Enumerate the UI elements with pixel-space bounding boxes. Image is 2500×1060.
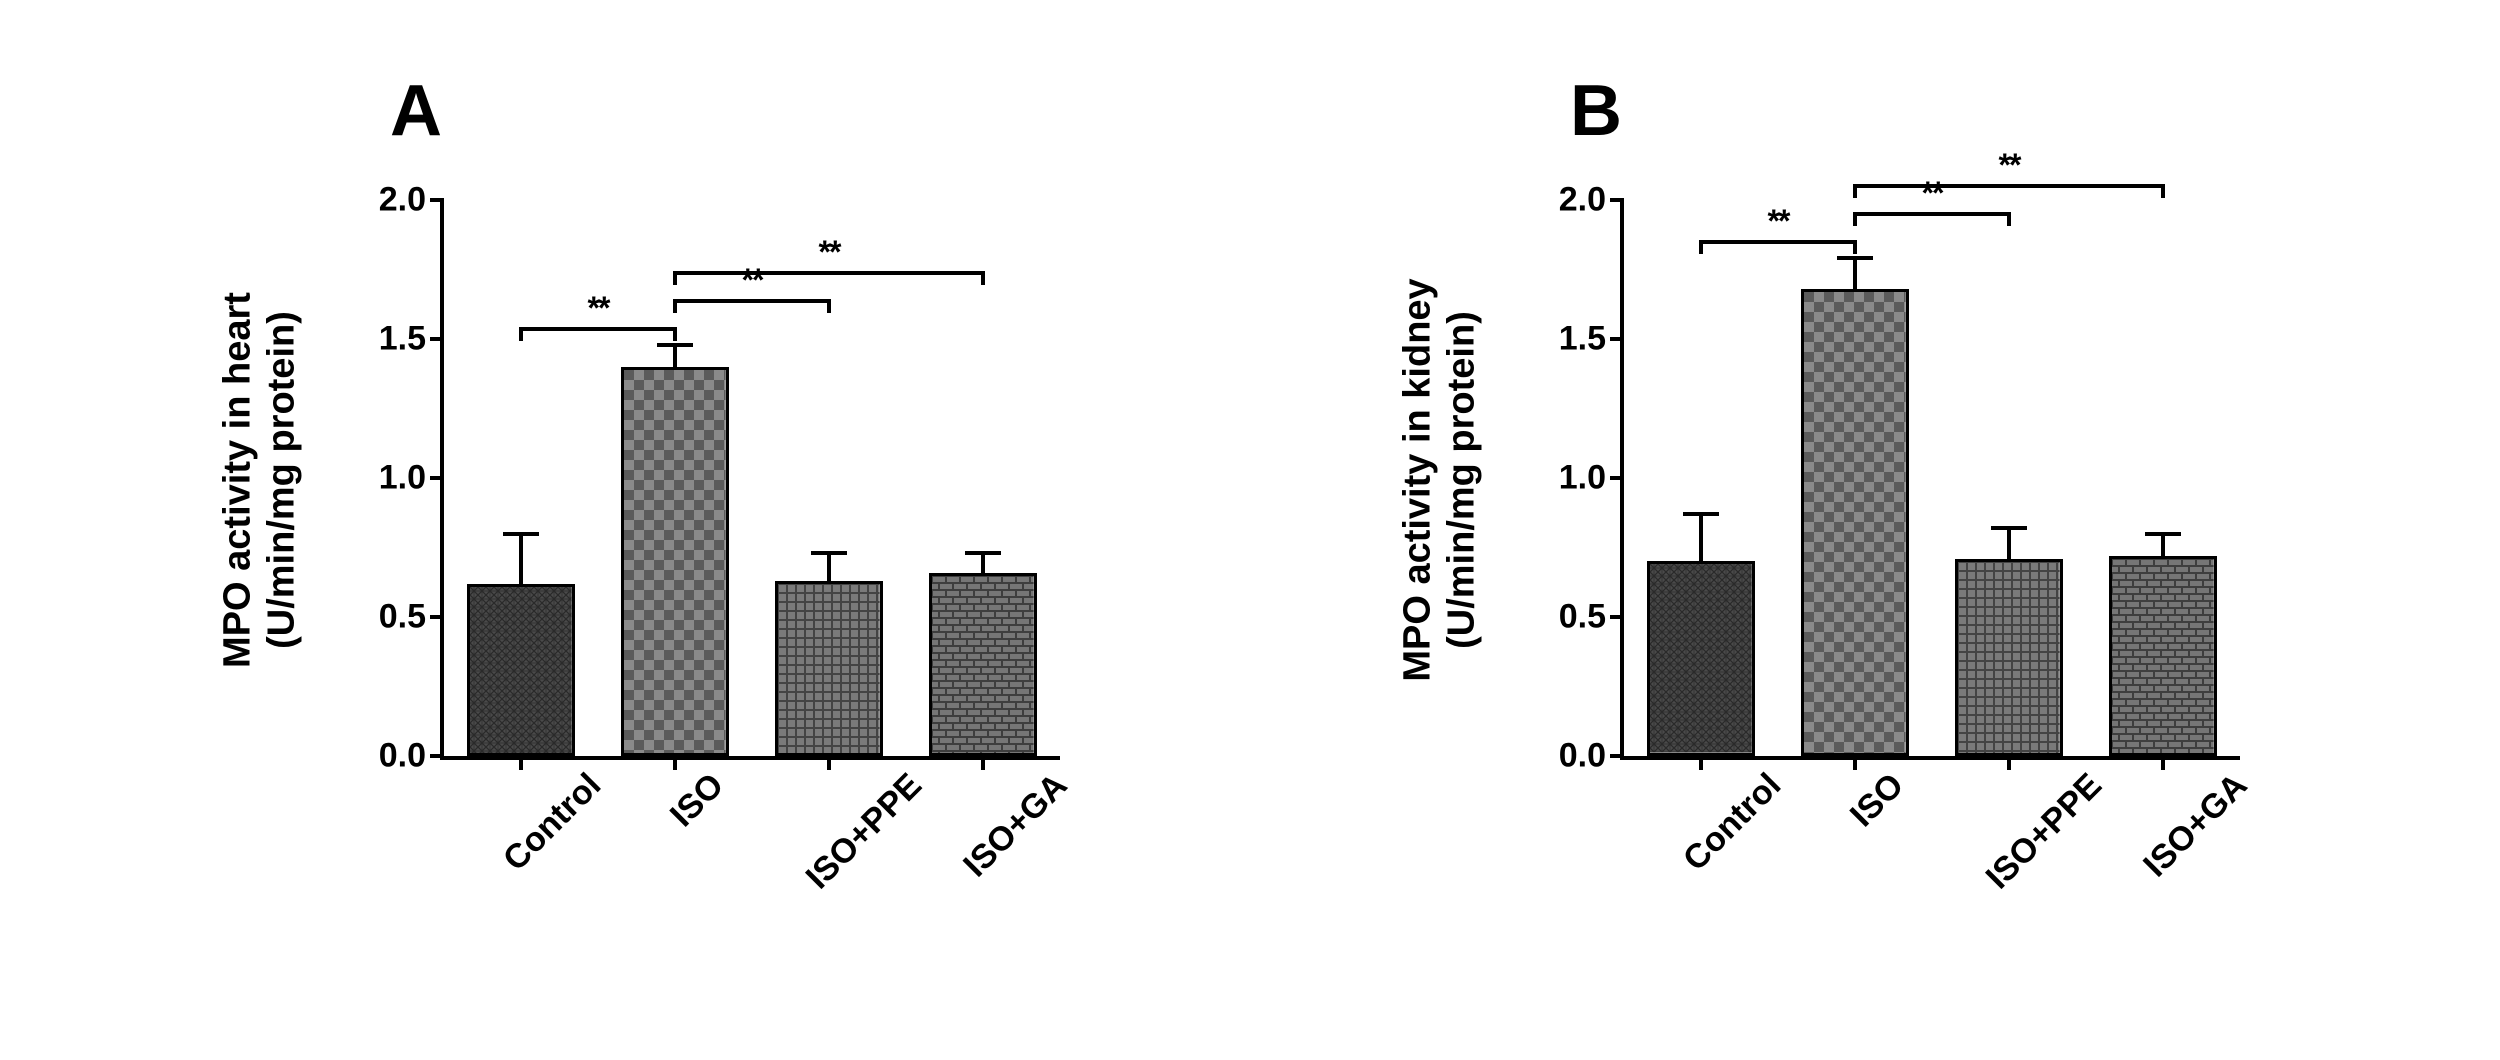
y-tick xyxy=(430,754,444,758)
bar xyxy=(1647,561,1755,756)
significance-bracket-leg xyxy=(1853,212,1857,226)
y-tick xyxy=(1610,337,1624,341)
x-tick xyxy=(519,756,523,770)
y-tick xyxy=(430,337,444,341)
y-tick xyxy=(1610,476,1624,480)
y-tick-label: 0.0 xyxy=(379,737,426,776)
x-tick xyxy=(2161,756,2165,770)
x-tick-label: ISO xyxy=(1843,766,1912,835)
y-tick xyxy=(430,476,444,480)
significance-bracket xyxy=(521,327,675,331)
panel-b-label: B xyxy=(1570,70,1622,152)
significance-bracket xyxy=(1855,212,2009,216)
x-tick-label: ISO xyxy=(663,766,732,835)
errorbar-cap xyxy=(1683,512,1719,516)
significance-bracket-leg xyxy=(1853,184,1857,198)
y-tick-label: 0.5 xyxy=(379,598,426,637)
significance-bracket-leg xyxy=(673,271,677,285)
errorbar-cap xyxy=(1991,526,2027,530)
bar xyxy=(621,367,729,756)
errorbar-stem xyxy=(2007,528,2011,559)
x-tick-label: Control xyxy=(496,766,609,879)
y-tick-label: 2.0 xyxy=(1559,181,1606,220)
errorbar-stem xyxy=(981,553,985,572)
significance-bracket xyxy=(1701,240,1855,244)
panel-a: A MPO activity in heart (U/min/mg protei… xyxy=(210,40,1110,1020)
x-tick-label: ISO+GA xyxy=(2136,766,2255,885)
ylabel-line2: (U/min/mg protein) xyxy=(260,292,304,668)
panel-a-label: A xyxy=(390,70,442,152)
errorbar-cap xyxy=(811,551,847,555)
y-tick xyxy=(430,615,444,619)
significance-bracket-leg xyxy=(981,271,985,285)
x-tick-label: ISO+GA xyxy=(956,766,1075,885)
significance-bracket xyxy=(675,299,829,303)
x-tick xyxy=(981,756,985,770)
ylabel-line1: MPO activity in heart xyxy=(216,292,260,668)
errorbar-stem xyxy=(2161,534,2165,556)
y-tick-label: 1.0 xyxy=(1559,459,1606,498)
bar xyxy=(1955,559,2063,756)
errorbar-stem xyxy=(673,345,677,367)
y-tick-label: 1.5 xyxy=(379,320,426,359)
bar xyxy=(929,573,1037,756)
bar xyxy=(2109,556,2217,756)
errorbar-stem xyxy=(1853,258,1857,289)
significance-label: ** xyxy=(1768,203,1789,240)
x-tick xyxy=(1853,756,1857,770)
significance-bracket-leg xyxy=(827,299,831,313)
errorbar-stem xyxy=(1699,514,1703,561)
significance-bracket-leg xyxy=(673,327,677,341)
significance-bracket-leg xyxy=(519,327,523,341)
y-tick-label: 1.5 xyxy=(1559,320,1606,359)
y-tick-label: 2.0 xyxy=(379,181,426,220)
significance-bracket-leg xyxy=(1699,240,1703,254)
significance-bracket xyxy=(675,271,983,275)
y-tick xyxy=(1610,615,1624,619)
panel-b-ylabel: MPO activity in kidney (U/min/mg protein… xyxy=(1396,278,1483,681)
errorbar-cap xyxy=(503,532,539,536)
ylabel-line1: MPO activity in kidney xyxy=(1396,278,1440,681)
significance-bracket-leg xyxy=(1853,240,1857,254)
significance-label: ** xyxy=(1999,147,2020,184)
panel-b: B MPO activity in kidney (U/min/mg prote… xyxy=(1390,40,2290,1020)
panel-a-plotarea: 0.00.51.01.52.0ControlISOISO+PPEISO+GA**… xyxy=(440,200,1060,760)
x-tick xyxy=(827,756,831,770)
errorbar-stem xyxy=(519,534,523,584)
y-tick xyxy=(430,198,444,202)
significance-bracket-leg xyxy=(2161,184,2165,198)
significance-label: ** xyxy=(1922,175,1943,212)
panel-a-ylabel: MPO activity in heart (U/min/mg protein) xyxy=(216,292,303,668)
x-tick-label: ISO+PPE xyxy=(1979,766,2110,897)
y-tick xyxy=(1610,754,1624,758)
bar xyxy=(1801,289,1909,756)
errorbar-stem xyxy=(827,553,831,581)
x-tick-label: Control xyxy=(1676,766,1789,879)
significance-bracket-leg xyxy=(673,299,677,313)
panel-b-plotarea: 0.00.51.01.52.0ControlISOISO+PPEISO+GA**… xyxy=(1620,200,2240,760)
errorbar-cap xyxy=(2145,532,2181,536)
ylabel-line2: (U/min/mg protein) xyxy=(1440,278,1484,681)
errorbar-cap xyxy=(1837,256,1873,260)
x-tick-label: ISO+PPE xyxy=(799,766,930,897)
significance-bracket xyxy=(1855,184,2163,188)
significance-bracket-leg xyxy=(2007,212,2011,226)
y-tick-label: 0.0 xyxy=(1559,737,1606,776)
y-tick-label: 1.0 xyxy=(379,459,426,498)
x-tick xyxy=(1699,756,1703,770)
significance-label: ** xyxy=(742,262,763,299)
x-tick xyxy=(2007,756,2011,770)
bar xyxy=(775,581,883,756)
errorbar-cap xyxy=(965,551,1001,555)
x-tick xyxy=(673,756,677,770)
bar xyxy=(467,584,575,756)
y-tick xyxy=(1610,198,1624,202)
y-tick-label: 0.5 xyxy=(1559,598,1606,637)
errorbar-cap xyxy=(657,343,693,347)
significance-label: ** xyxy=(819,234,840,271)
significance-label: ** xyxy=(588,290,609,327)
